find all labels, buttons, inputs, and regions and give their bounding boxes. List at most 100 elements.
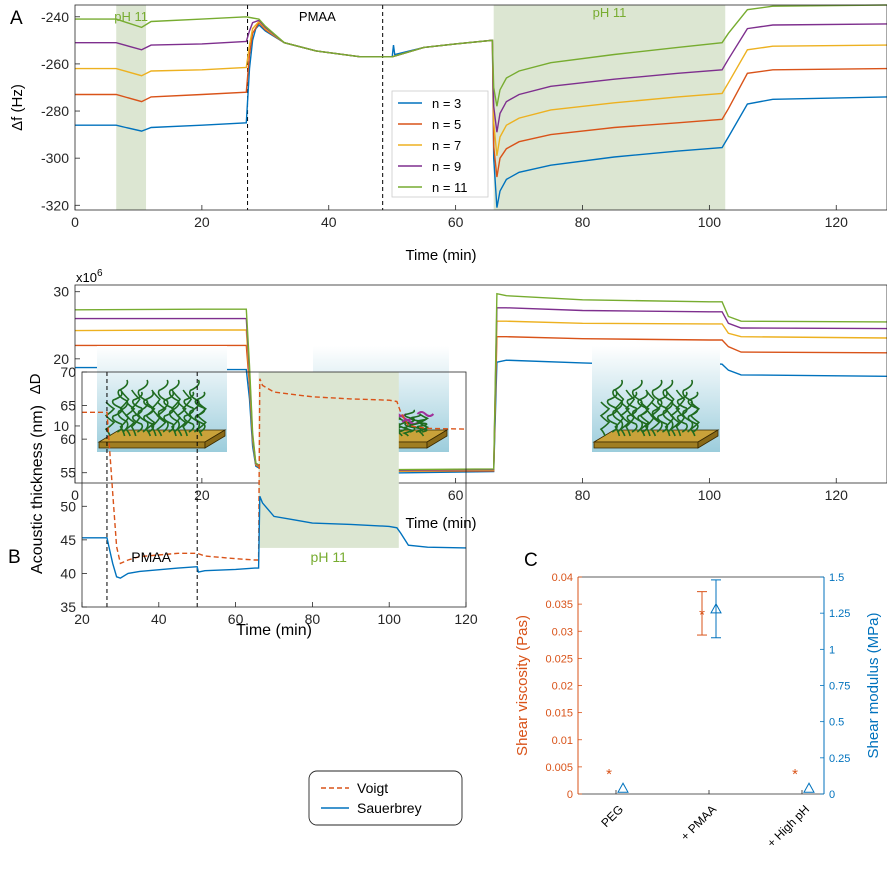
gold-slab-front — [593, 441, 699, 449]
viscosity-marker: * — [606, 766, 612, 783]
y-tick-label: 50 — [60, 498, 76, 514]
series-line — [75, 292, 887, 471]
y-tick-label: -280 — [41, 103, 69, 119]
y-tick-label: 0.03 — [552, 626, 573, 638]
legend-entry: n = 9 — [432, 159, 461, 174]
y-axis-exponent: x106 — [76, 268, 103, 285]
gold-slab-side — [426, 429, 448, 449]
pmaa-chain — [416, 411, 435, 417]
panel-label-c: C — [524, 550, 538, 571]
ph-shade-region — [258, 372, 399, 548]
y2-tick-label: 1 — [829, 644, 835, 656]
legend-box — [308, 770, 463, 826]
ph11-label: pH 11 — [311, 549, 348, 565]
y-axis-label: Δf (Hz) — [9, 84, 26, 131]
series-line — [82, 495, 467, 579]
y-tick-label: 65 — [60, 398, 76, 414]
x-tick-label: 20 — [194, 214, 210, 230]
panel-label-b: B — [8, 547, 21, 568]
polymer-chain — [183, 391, 195, 433]
thickness-series — [82, 378, 467, 579]
y-tick-label: 40 — [60, 565, 76, 581]
polymer-chain — [662, 379, 674, 433]
x-tick-label: + High pH — [764, 802, 812, 850]
x-tick-label: 80 — [575, 214, 591, 230]
polymer-chain — [119, 389, 130, 437]
ph-shade — [493, 5, 726, 210]
y-tick-label: 0.035 — [545, 599, 573, 611]
y-tick-label: 20 — [53, 351, 69, 367]
polymer-chain — [687, 391, 699, 433]
panel-label-a: A — [10, 8, 23, 29]
gold-slab-front — [98, 441, 206, 449]
polymer-chain — [612, 379, 624, 433]
y2-tick-label: 0.25 — [829, 753, 850, 765]
polymer-chain — [117, 379, 129, 433]
polymer-chain — [416, 417, 428, 433]
x-tick-label: 0 — [71, 214, 79, 230]
x-tick-label: 40 — [151, 611, 167, 627]
y2-tick-label: 0.5 — [829, 717, 844, 729]
y-tick-label: 70 — [60, 364, 76, 380]
chart-c: 0 0.005 0.01 0.015 0.02 0.025 0.03 0.035 0.04 0 0.… — [514, 572, 882, 850]
legend-entry: n = 11 — [432, 180, 468, 195]
polymer-chain — [619, 401, 630, 437]
y-axis-label: ΔD — [27, 373, 44, 394]
legend-entry: n = 7 — [432, 138, 461, 153]
series-line — [82, 378, 467, 565]
modulus-marker — [803, 782, 815, 793]
x-tick-label: 120 — [454, 611, 478, 627]
polymer-chain — [170, 389, 182, 437]
polymer-chain — [676, 391, 688, 433]
polymer-chain — [625, 389, 636, 437]
x-axis-label: Time (min) — [405, 515, 476, 532]
ph-shade-regions — [116, 5, 726, 210]
y-tick-label: -300 — [41, 150, 69, 166]
x-tick-label: 80 — [575, 487, 591, 503]
brush-illustration — [97, 346, 227, 452]
x-tick-label: PEG — [598, 802, 626, 830]
x-tick-label: + PMAA — [678, 802, 719, 843]
polymer-chain — [626, 391, 638, 433]
y-tick-label: 10 — [53, 418, 69, 434]
x-tick-label: 120 — [825, 487, 849, 503]
y-tick-label: 0 — [567, 789, 573, 801]
polymer-chain — [650, 401, 661, 437]
y-axis-label-left: Shear viscosity (Pas) — [514, 615, 531, 756]
y-tick-label: 60 — [60, 431, 76, 447]
polymer-chain — [664, 389, 675, 437]
y2-tick-label: 0 — [829, 789, 835, 801]
y-axis-label: Acoustic thickness (nm) — [29, 405, 46, 574]
legend-entry: n = 3 — [432, 96, 461, 111]
x-tick-label: 100 — [378, 611, 402, 627]
polymer-chain — [132, 391, 144, 433]
x-tick-label: 20 — [194, 487, 210, 503]
polymer-chain — [644, 389, 655, 437]
polymer-chain — [675, 389, 686, 437]
y-tick-label: 0.015 — [545, 708, 573, 720]
x-tick-label: 80 — [305, 611, 321, 627]
y-tick-label: 0.04 — [552, 572, 573, 584]
legend-box — [391, 90, 489, 198]
pmaa-boundary-lines — [247, 5, 384, 210]
y-tick-label: 30 — [53, 284, 69, 300]
y2-tick-label: 0.75 — [829, 681, 850, 693]
polymer-chain — [176, 401, 187, 437]
polymer-chain — [124, 401, 136, 437]
polymer-chain — [130, 389, 141, 437]
y-tick-label: 35 — [60, 599, 76, 615]
y-tick-label: -260 — [41, 56, 69, 72]
legend-entry: n = 5 — [432, 117, 461, 132]
polymer-chain — [150, 389, 161, 437]
x-tick-label: 100 — [698, 487, 722, 503]
brush-illustrations — [97, 346, 720, 452]
x-tick-label: 100 — [698, 214, 722, 230]
legend-entry: Voigt — [357, 780, 388, 796]
x-tick-label: 20 — [74, 611, 90, 627]
y-tick-label: 0.01 — [552, 735, 573, 747]
x-tick-label: 60 — [448, 487, 464, 503]
polymer-chain — [194, 391, 206, 433]
chart-a-top: 0 20 40 60 80 100 120 -320 -300 -280 -260 -240 pH 1… — [9, 4, 887, 264]
